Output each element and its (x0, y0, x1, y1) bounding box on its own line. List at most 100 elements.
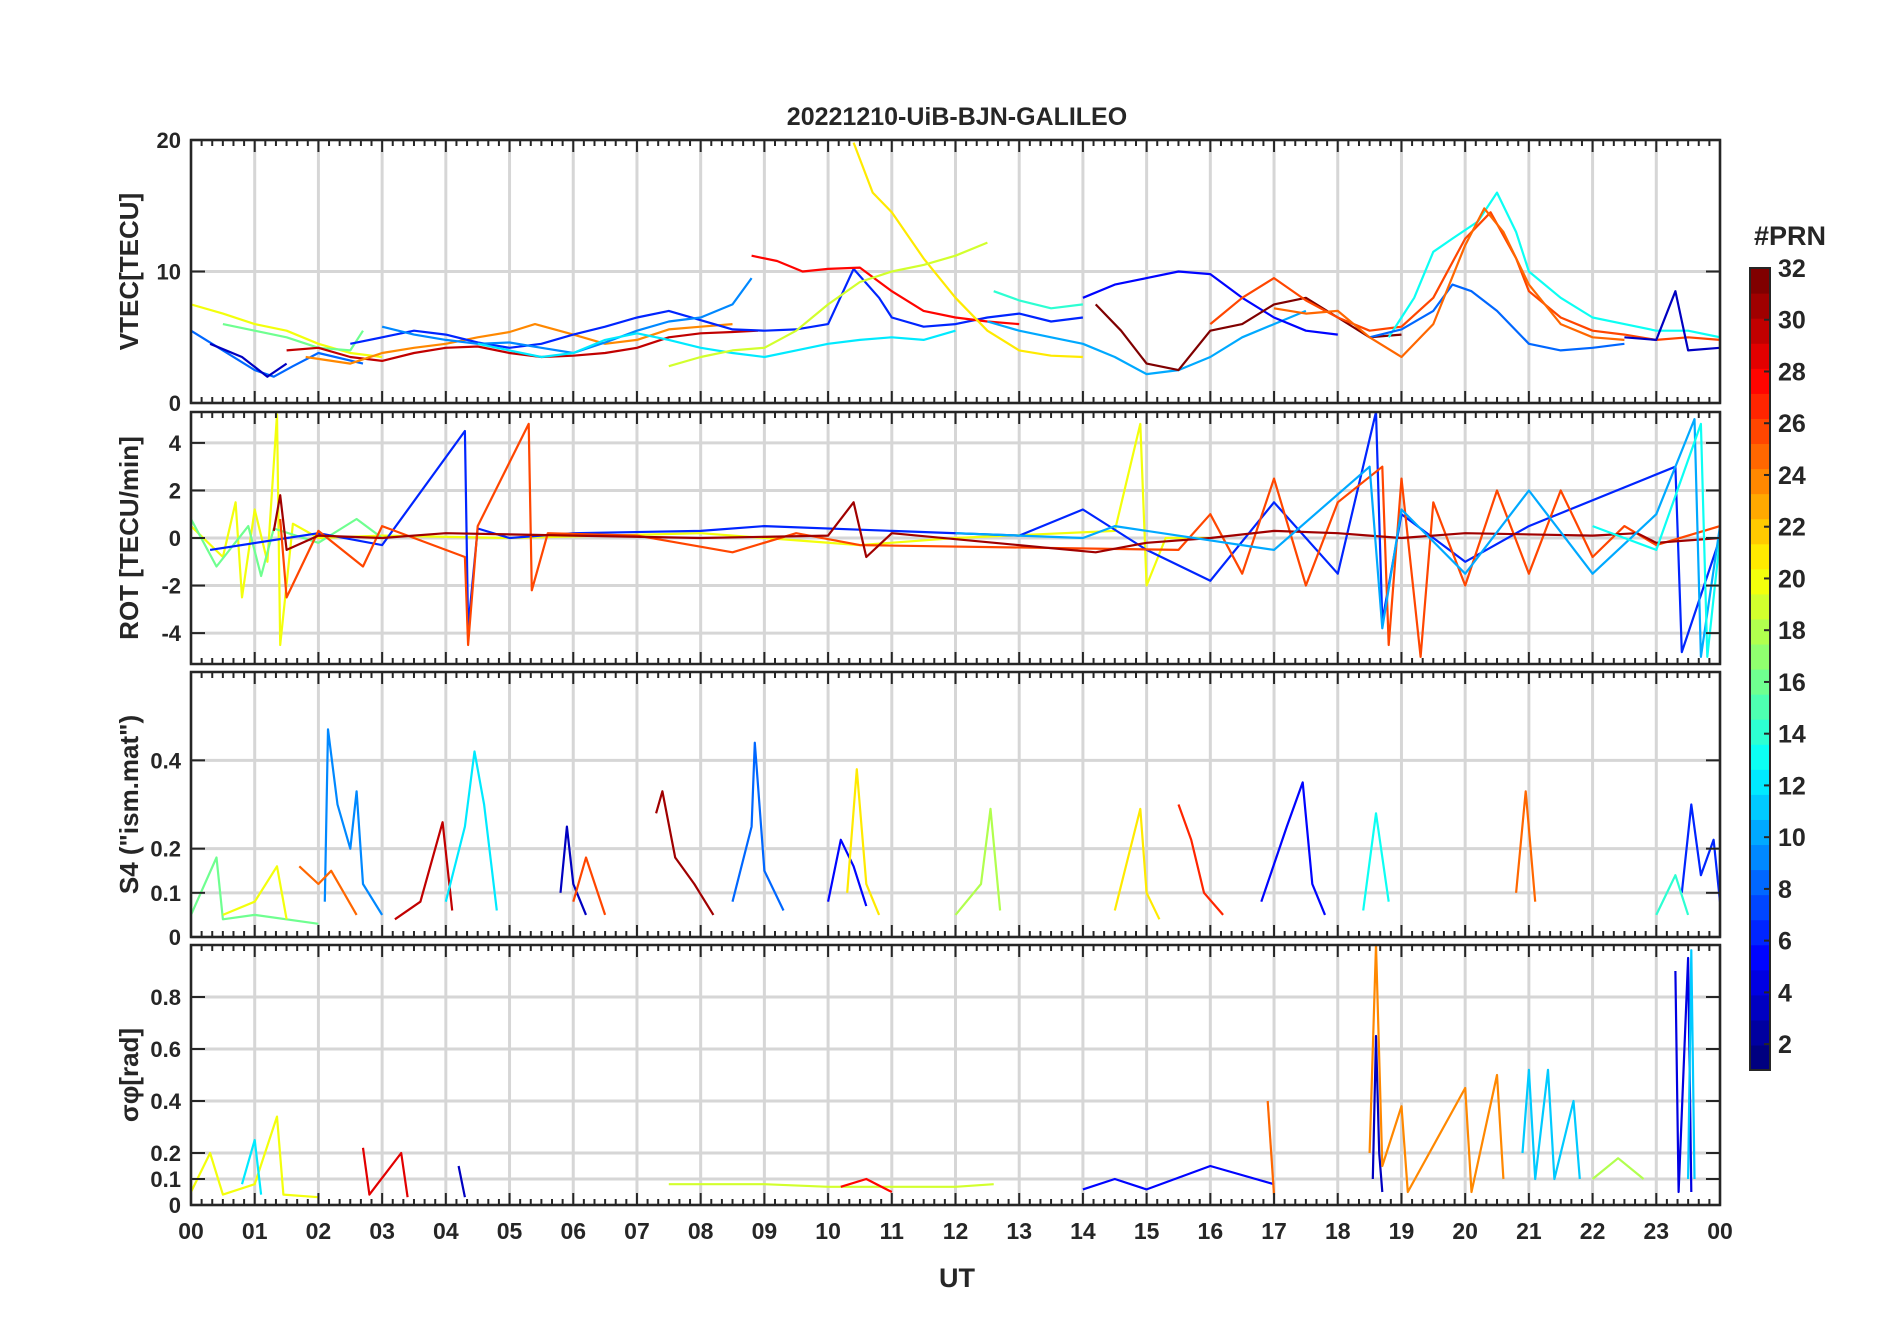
x-tick-label: 21 (1516, 1218, 1542, 1244)
colorbar-label: #PRN (1754, 221, 1826, 251)
y-tick-label: 0.1 (150, 1167, 181, 1192)
x-tick-label: 12 (943, 1218, 969, 1244)
colorbar-tick-label: 18 (1778, 617, 1806, 645)
series-line-prn-5 (827, 838, 868, 907)
colorbar-segment (1750, 418, 1770, 445)
x-tick-label: 04 (433, 1218, 459, 1244)
colorbar-segment (1750, 694, 1770, 720)
x-tick-label: 07 (624, 1218, 650, 1244)
colorbar-segment (1750, 769, 1770, 795)
colorbar-segment (1750, 643, 1770, 670)
colorbar-segment (1750, 393, 1770, 419)
series-line-prn-16 (222, 323, 364, 352)
series-line-prn-6 (350, 267, 1084, 349)
series-line-prn-25 (1515, 790, 1537, 902)
x-tick-label: 10 (815, 1218, 841, 1244)
colorbar-segment (1750, 293, 1770, 319)
series-line-prn-19 (668, 1183, 994, 1188)
colorbar-segment (1750, 819, 1770, 846)
y-tick-label: 4 (169, 431, 182, 456)
colorbar-segment (1750, 568, 1770, 595)
colorbar-segment (1750, 869, 1770, 896)
colorbar-segment (1750, 518, 1770, 545)
series-line-prn-20 (191, 1115, 319, 1199)
series-line-prn-25 (298, 865, 358, 916)
series-line-prn-20 (191, 303, 383, 359)
series-line-prn-13 (1387, 191, 1720, 339)
colorbar-tick-label: 24 (1778, 462, 1806, 490)
series-line-prn-12 (477, 329, 956, 359)
colorbar-tick-label: 4 (1778, 979, 1792, 1007)
y-tick-label: 10 (157, 260, 181, 285)
x-tick-label: 00 (1707, 1218, 1733, 1244)
panel-rot: -4 -2 0 2 4 ROT [TECU/min] (114, 410, 1722, 666)
series-line-prn-27 (1177, 804, 1224, 916)
colorbar-tick-label: 32 (1778, 255, 1806, 283)
y-tick-label: 0.8 (150, 985, 181, 1010)
y-tick-label: 0.4 (150, 748, 181, 773)
x-axis-label: UT (939, 1263, 975, 1293)
colorbar-segment (1750, 894, 1770, 921)
colorbar-tick-label: 12 (1778, 772, 1806, 800)
x-tick-label: 22 (1580, 1218, 1606, 1244)
series-line-prn-3 (1371, 1034, 1384, 1193)
series-line-prn-20 (222, 865, 288, 920)
series-line-prn-3 (209, 342, 288, 378)
y-axis-label: VTEC[TECU] (114, 193, 144, 350)
series-line-prn-26 (1209, 211, 1720, 341)
y-axis-label: S4 ("ism.mat") (114, 715, 144, 894)
y-tick-label: 2 (169, 478, 181, 503)
x-tick-label: 16 (1198, 1218, 1224, 1244)
series-line-prn-28 (751, 254, 1020, 326)
panel-vtec: 0 10 20 VTEC[TECU] (114, 128, 1722, 416)
colorbar-segment (1750, 318, 1770, 344)
colorbar-segment (1750, 543, 1770, 570)
colorbar-segment (1750, 343, 1770, 369)
y-axis-label: ROT [TECU/min] (114, 436, 144, 640)
series-line-prn-30 (394, 821, 454, 921)
colorbar-segment (1750, 719, 1770, 745)
series-line-prn-14 (1655, 874, 1690, 916)
colorbar-segment (1750, 994, 1770, 1021)
y-tick-label: 0.4 (150, 1089, 181, 1114)
series-line-prn-8 (731, 741, 785, 911)
y-tick-label: 0 (169, 391, 181, 416)
series-line-prn-28 (840, 1177, 893, 1193)
series-line-prn-14 (993, 290, 1084, 310)
colorbar-tick-label: 28 (1778, 358, 1806, 386)
colorbar-segment (1750, 618, 1770, 645)
series-line-prn-26 (572, 856, 607, 916)
series-line-prn-8 (191, 329, 364, 378)
series-line-prn-3 (1624, 290, 1720, 352)
x-tick-label: 19 (1389, 1218, 1415, 1244)
x-tick-label: 13 (1006, 1218, 1032, 1244)
colorbar-tick-label: 22 (1778, 514, 1806, 542)
series-group (191, 412, 1720, 659)
series-line-prn-12 (240, 1138, 263, 1195)
series-line-prn-16 (191, 856, 319, 925)
colorbar-tick-label: 6 (1778, 928, 1792, 956)
series-line-prn-5 (1260, 781, 1327, 916)
colorbar-segment (1750, 944, 1770, 971)
series-line-prn-10 (955, 418, 1720, 659)
colorbar-segment (1750, 443, 1770, 470)
chart-title: 20221210-UiB-BJN-GALILEO (787, 103, 1127, 131)
colorbar-segment (1750, 268, 1770, 294)
series-line-prn-3 (559, 825, 588, 916)
colorbar-frame (1749, 267, 1771, 1071)
colorbar-segment (1750, 794, 1770, 820)
colorbar-tick-label: 20 (1778, 565, 1806, 593)
series-line-prn-31 (655, 790, 715, 916)
series-line-prn-10 (987, 309, 1307, 376)
series-line-prn-19 (668, 241, 988, 368)
x-tick-label: 09 (752, 1218, 778, 1244)
series-line-prn-12 (444, 750, 498, 911)
series-line-prn-24 (1368, 945, 1505, 1194)
panel-s4: 0 0.1 0.2 0.4S4 ("ism.mat") (114, 670, 1722, 950)
series-line-prn-5 (1082, 270, 1338, 336)
series-line-prn-6 (1680, 803, 1720, 902)
series-line-prn-21 (846, 768, 881, 916)
y-tick-label: 0.1 (150, 881, 181, 906)
series-line-prn-24 (305, 323, 733, 365)
